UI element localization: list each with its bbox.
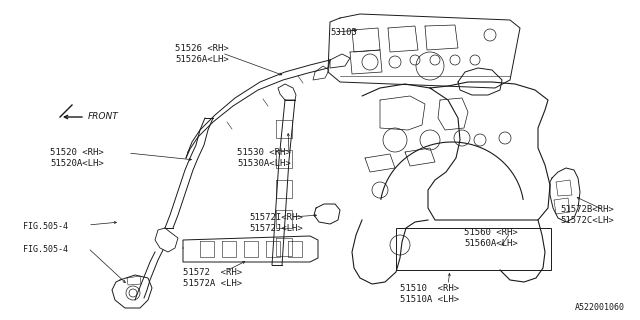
Bar (396, 228, 551, 270)
Text: 51510A <LH>: 51510A <LH> (400, 295, 459, 304)
Text: 51572C<LH>: 51572C<LH> (560, 216, 614, 225)
Text: 51530 <RH>: 51530 <RH> (237, 148, 291, 157)
Text: FIG.505-4: FIG.505-4 (23, 245, 68, 254)
Text: A522001060: A522001060 (575, 303, 625, 312)
Text: 51530A<LH>: 51530A<LH> (237, 159, 291, 168)
Text: 51572J<LH>: 51572J<LH> (249, 224, 303, 233)
Text: 51572I<RH>: 51572I<RH> (249, 213, 303, 222)
Text: 51526 <RH>: 51526 <RH> (175, 44, 228, 53)
Text: 51520 <RH>: 51520 <RH> (50, 148, 104, 157)
Text: 51560A<LH>: 51560A<LH> (464, 239, 518, 248)
Text: 51560 <RH>: 51560 <RH> (464, 228, 518, 237)
Text: 51572B<RH>: 51572B<RH> (560, 205, 614, 214)
Text: FRONT: FRONT (88, 112, 119, 121)
Text: 51526A<LH>: 51526A<LH> (175, 55, 228, 64)
Text: 51572  <RH>: 51572 <RH> (183, 268, 242, 277)
Text: FIG.505-4: FIG.505-4 (23, 222, 68, 231)
Text: 51520A<LH>: 51520A<LH> (50, 159, 104, 168)
Text: 53105: 53105 (330, 28, 357, 37)
Text: 51510  <RH>: 51510 <RH> (400, 284, 459, 293)
Text: 51572A <LH>: 51572A <LH> (183, 279, 242, 288)
